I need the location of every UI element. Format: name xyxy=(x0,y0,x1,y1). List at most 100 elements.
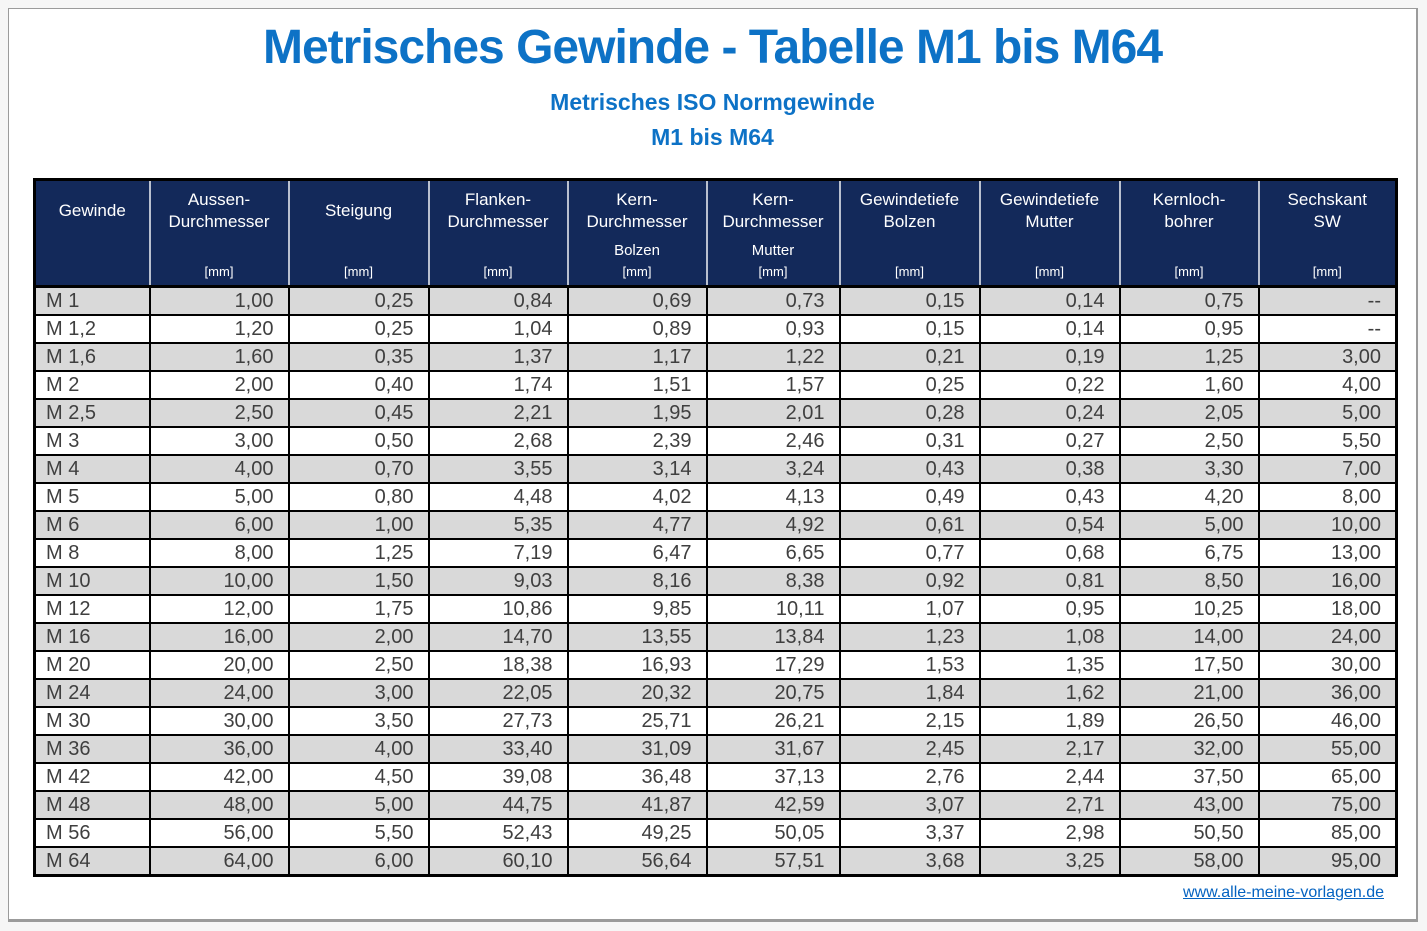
cell-value: 2,68 xyxy=(427,426,569,456)
cell-value: 20,00 xyxy=(148,650,290,680)
cell-value: 5,00 xyxy=(1118,510,1260,540)
cell-value: 0,80 xyxy=(287,482,430,512)
column-header: Flanken- Durchmesser [mm] xyxy=(427,179,568,288)
cell-value: 7,19 xyxy=(427,538,569,568)
cell-value: 1,35 xyxy=(978,650,1121,680)
cell-value: 5,00 xyxy=(148,482,290,512)
column-header-unit xyxy=(36,263,149,285)
table-row: M 42 42,00 4,50 39,08 36,48 37,13 2,76 2,44 37,5… xyxy=(33,762,1398,792)
cell-value: 44,75 xyxy=(427,790,569,820)
column-header-sub xyxy=(841,238,979,263)
cell-gewinde: M 48 xyxy=(33,790,151,820)
cell-value: 0,61 xyxy=(838,510,981,540)
cell-value: 13,84 xyxy=(705,622,841,652)
cell-value: 0,68 xyxy=(978,538,1121,568)
column-header-sub: Bolzen xyxy=(614,242,660,259)
cell-value: 0,89 xyxy=(566,314,708,344)
cell-value: 3,00 xyxy=(148,426,290,456)
cell-value: 3,55 xyxy=(427,454,569,484)
cell-value: 16,93 xyxy=(566,650,708,680)
column-header: Kern- Durchmesser Bolzen [mm] xyxy=(566,179,707,288)
cell-value: 0,77 xyxy=(838,538,981,568)
cell-value: 17,29 xyxy=(705,650,841,680)
cell-value: 6,00 xyxy=(287,846,430,877)
cell-value: 3,25 xyxy=(978,846,1121,877)
cell-value: 16,00 xyxy=(148,622,290,652)
column-header-unit: [mm] xyxy=(758,264,788,279)
cell-value: 8,50 xyxy=(1118,566,1260,596)
table-row: M 1 1,00 0,25 0,84 0,69 0,73 0,15 0,14 0,75 -- xyxy=(33,285,1398,316)
cell-value: 2,39 xyxy=(566,426,708,456)
column-header-unit: [mm] xyxy=(1174,264,1204,279)
cell-value: 30,00 xyxy=(1257,650,1398,680)
cell-value: 2,71 xyxy=(978,790,1121,820)
column-header-sub xyxy=(1260,238,1396,263)
cell-value: 37,13 xyxy=(705,762,841,792)
column-header-unit: [mm] xyxy=(895,264,924,279)
table-row: M 1,2 1,20 0,25 1,04 0,89 0,93 0,15 0,14 0,95 -- xyxy=(33,314,1398,344)
column-header-sub xyxy=(430,238,567,263)
cell-value: 9,03 xyxy=(427,566,569,596)
cell-value: 2,00 xyxy=(148,370,290,400)
column-header: Steigung [mm] xyxy=(287,179,429,288)
cell-value: 1,20 xyxy=(148,314,290,344)
cell-value: 4,20 xyxy=(1118,482,1260,512)
cell-value: 1,95 xyxy=(566,398,708,428)
cell-value: 48,00 xyxy=(148,790,290,820)
column-header-line: Kern- xyxy=(616,189,658,209)
cell-value: 57,51 xyxy=(705,846,841,877)
cell-value: 65,00 xyxy=(1257,762,1398,792)
cell-value: 49,25 xyxy=(566,818,708,848)
cell-value: 0,19 xyxy=(978,342,1121,372)
cell-value: 4,00 xyxy=(287,734,430,764)
cell-gewinde: M 5 xyxy=(33,482,151,512)
cell-value: 10,11 xyxy=(705,594,841,624)
cell-value: 0,25 xyxy=(287,285,430,316)
cell-value: 1,50 xyxy=(287,566,430,596)
cell-value: 0,45 xyxy=(287,398,430,428)
cell-value: 4,00 xyxy=(148,454,290,484)
cell-value: 1,53 xyxy=(838,650,981,680)
cell-value: 2,01 xyxy=(705,398,841,428)
cell-value: 56,64 xyxy=(566,846,708,877)
cell-value: 0,75 xyxy=(1118,285,1260,316)
column-header-sub: Mutter xyxy=(751,242,795,259)
cell-value: 75,00 xyxy=(1257,790,1398,820)
cell-value: 6,65 xyxy=(705,538,841,568)
cell-value: 3,00 xyxy=(287,678,430,708)
column-header-line: bohrer xyxy=(1164,211,1214,231)
column-header-unit: [mm] xyxy=(1035,264,1064,279)
cell-value: 2,17 xyxy=(978,734,1121,764)
cell-value: 14,00 xyxy=(1118,622,1260,652)
cell-value: 0,25 xyxy=(838,370,981,400)
cell-value: 1,00 xyxy=(287,510,430,540)
cell-value: 10,86 xyxy=(427,594,569,624)
table-row: M 1,6 1,60 0,35 1,37 1,17 1,22 0,21 0,19 1,25 3,0… xyxy=(33,342,1398,372)
table-row: M 12 12,00 1,75 10,86 9,85 10,11 1,07 0,95 10,25… xyxy=(33,594,1398,624)
column-header-line: Aussen- xyxy=(187,189,251,209)
cell-value: 31,09 xyxy=(566,734,708,764)
cell-value: 4,77 xyxy=(566,510,708,540)
cell-value: 1,08 xyxy=(978,622,1121,652)
cell-value: 3,30 xyxy=(1118,454,1260,484)
table-row: M 4 4,00 0,70 3,55 3,14 3,24 0,43 0,38 3,30 7,00 xyxy=(33,454,1398,484)
column-header-line: Gewindetiefe xyxy=(859,189,960,209)
cell-gewinde: M 1,6 xyxy=(33,342,151,372)
footer-link[interactable]: www.alle-meine-vorlagen.de xyxy=(1183,884,1384,901)
cell-value: 33,40 xyxy=(427,734,569,764)
cell-gewinde: M 4 xyxy=(33,454,151,484)
cell-value: 42,59 xyxy=(705,790,841,820)
cell-value: 0,22 xyxy=(978,370,1121,400)
cell-value: 0,84 xyxy=(427,285,569,316)
cell-value: 25,71 xyxy=(566,706,708,736)
cell-value: 27,73 xyxy=(427,706,569,736)
cell-value: 0,73 xyxy=(705,285,841,316)
column-header-line: SW xyxy=(1313,211,1341,231)
cell-value: 2,46 xyxy=(705,426,841,456)
column-header-line: Durchmesser xyxy=(447,211,549,231)
cell-value: 1,60 xyxy=(148,342,290,372)
cell-gewinde: M 30 xyxy=(33,706,151,736)
cell-gewinde: M 20 xyxy=(33,650,151,680)
cell-value: 0,14 xyxy=(978,285,1121,316)
cell-value: 2,21 xyxy=(427,398,569,428)
